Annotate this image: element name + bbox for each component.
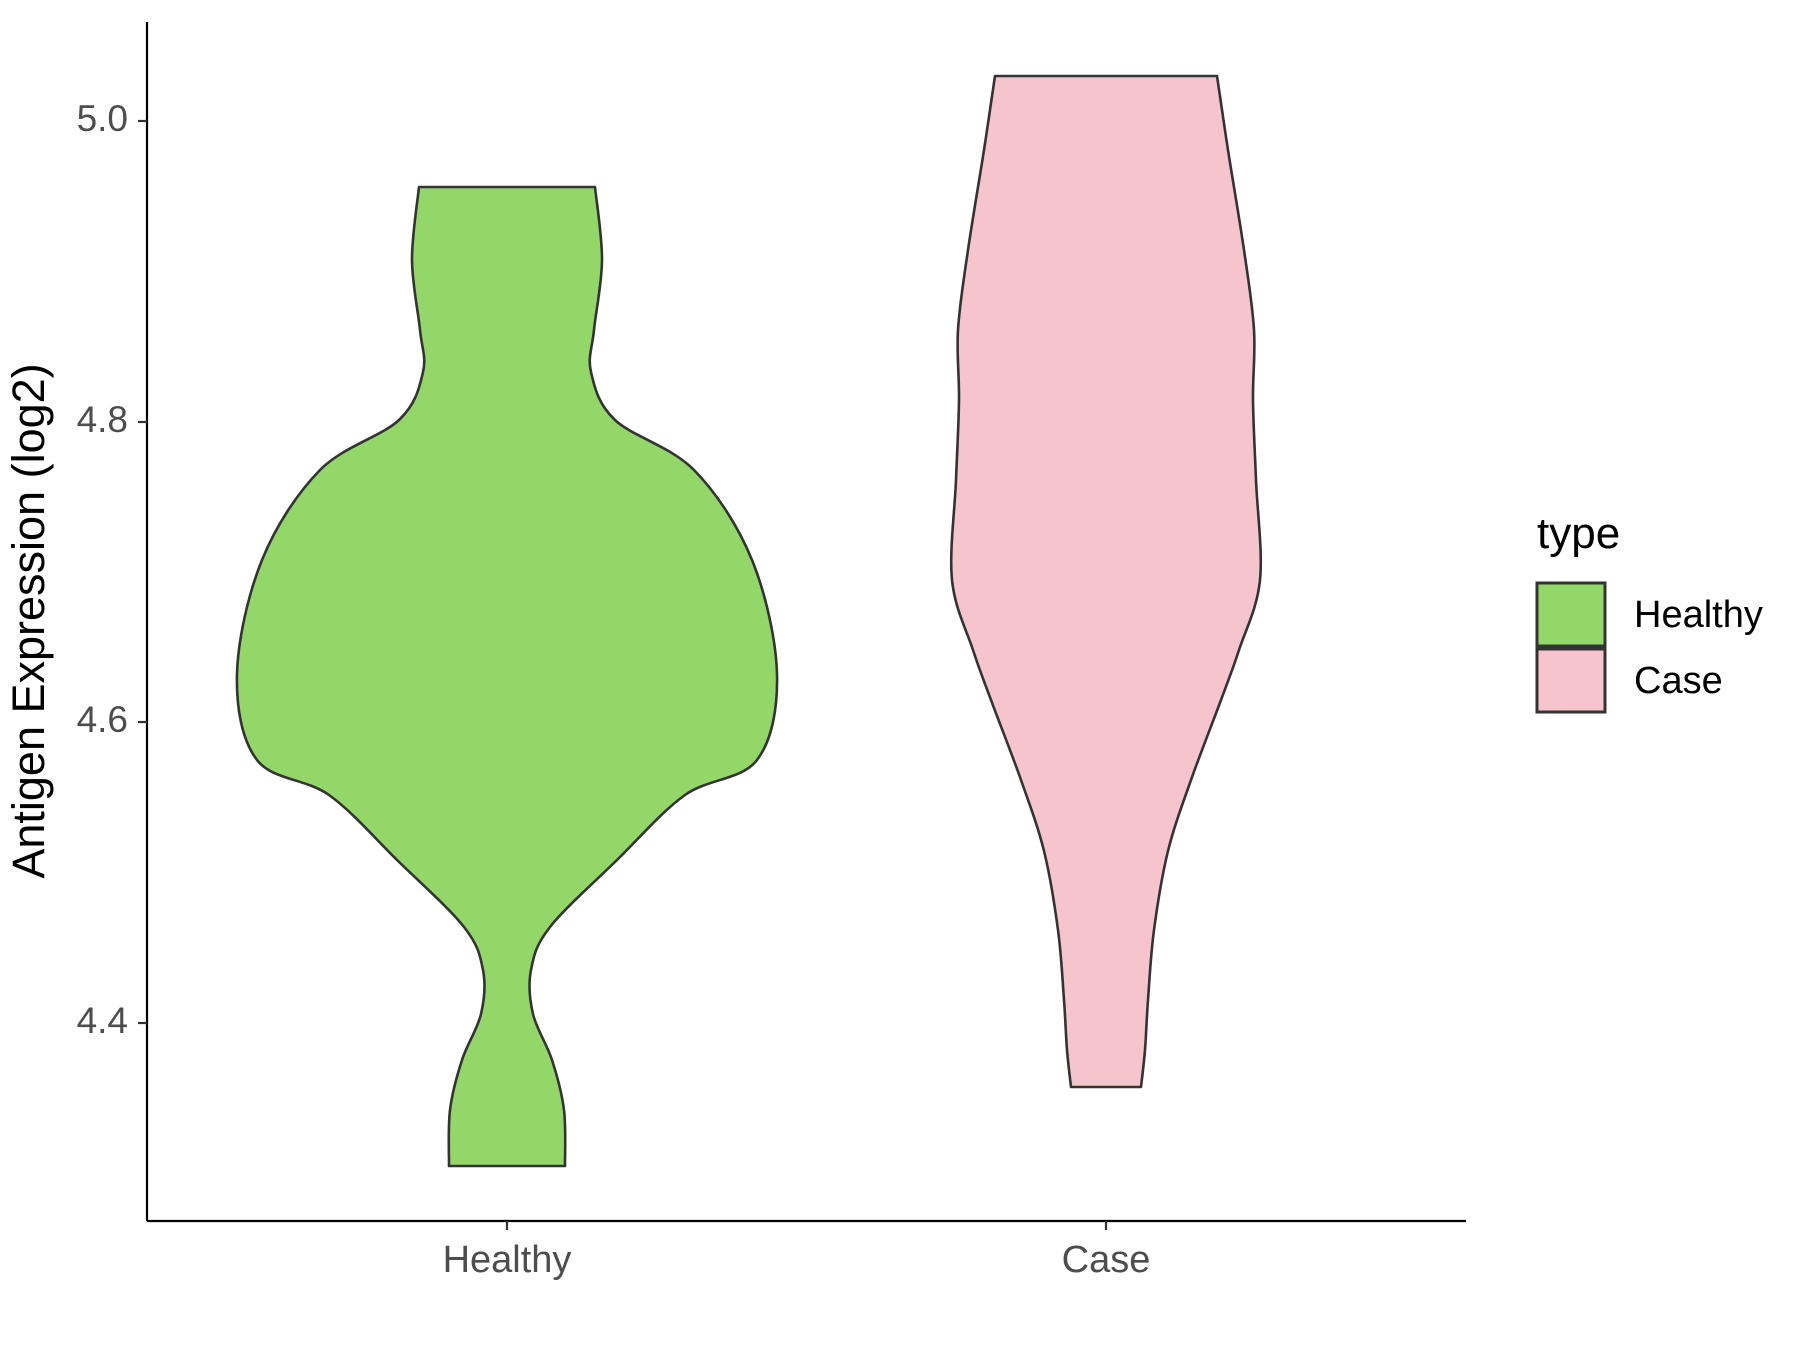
svg-text:type: type bbox=[1537, 509, 1620, 558]
svg-text:Antigen Expression (log2): Antigen Expression (log2) bbox=[3, 363, 54, 878]
svg-text:4.8: 4.8 bbox=[77, 399, 128, 440]
svg-text:Healthy: Healthy bbox=[443, 1239, 572, 1281]
svg-text:Case: Case bbox=[1634, 660, 1723, 702]
svg-text:Case: Case bbox=[1062, 1239, 1151, 1281]
svg-text:4.6: 4.6 bbox=[77, 699, 128, 740]
svg-text:4.4: 4.4 bbox=[77, 1000, 128, 1041]
svg-text:5.0: 5.0 bbox=[77, 98, 128, 139]
svg-text:Healthy: Healthy bbox=[1634, 594, 1763, 636]
